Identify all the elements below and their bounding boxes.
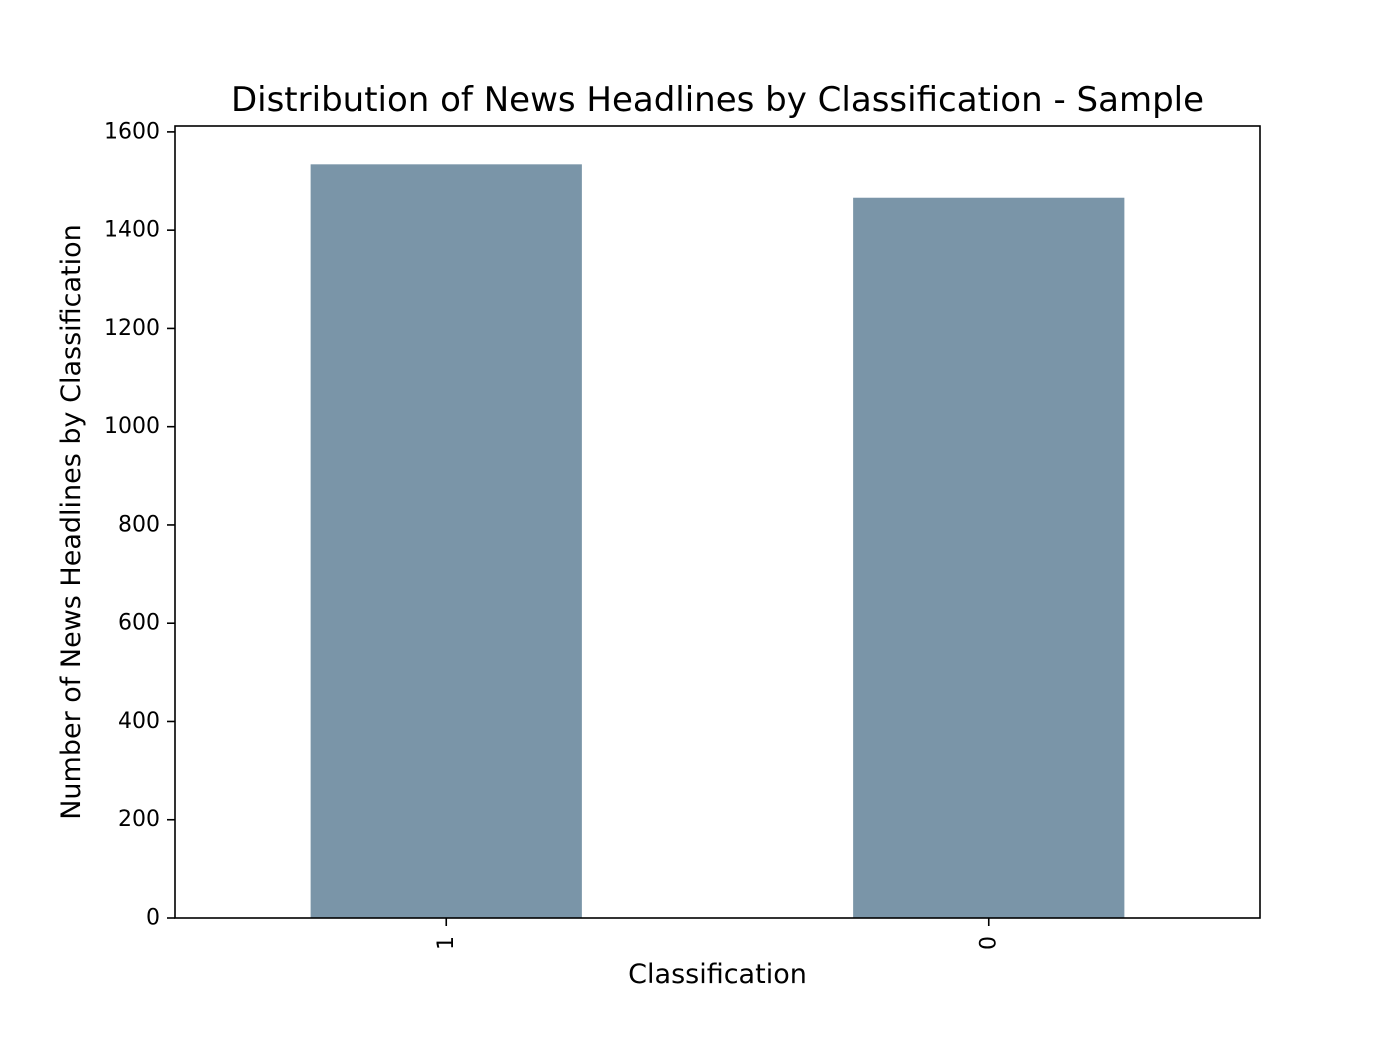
y-tick-label: 1000	[104, 414, 160, 439]
y-tick-label: 400	[118, 709, 160, 734]
y-axis-label: Number of News Headlines by Classificati…	[56, 224, 87, 820]
bar-0	[853, 197, 1125, 919]
y-tick-label: 200	[118, 807, 160, 832]
x-axis-label: Classification	[628, 959, 807, 990]
y-axis-ticks: 0 200 400 600 800 1000 1200 1400 1600	[104, 119, 175, 931]
y-tick-label: 800	[118, 512, 160, 537]
y-tick-label: 1400	[104, 218, 160, 243]
x-tick-label: 0	[976, 936, 1001, 950]
bars-layer	[310, 164, 1125, 919]
y-tick-label: 1600	[104, 119, 160, 144]
y-tick-label: 600	[118, 611, 160, 636]
bar-1	[310, 164, 582, 919]
y-tick-label: 0	[146, 906, 160, 931]
y-tick-label: 1200	[104, 316, 160, 341]
x-tick-label: 1	[434, 936, 459, 950]
chart-title: Distribution of News Headlines by Classi…	[231, 80, 1204, 120]
plot-frame	[174, 125, 1261, 919]
